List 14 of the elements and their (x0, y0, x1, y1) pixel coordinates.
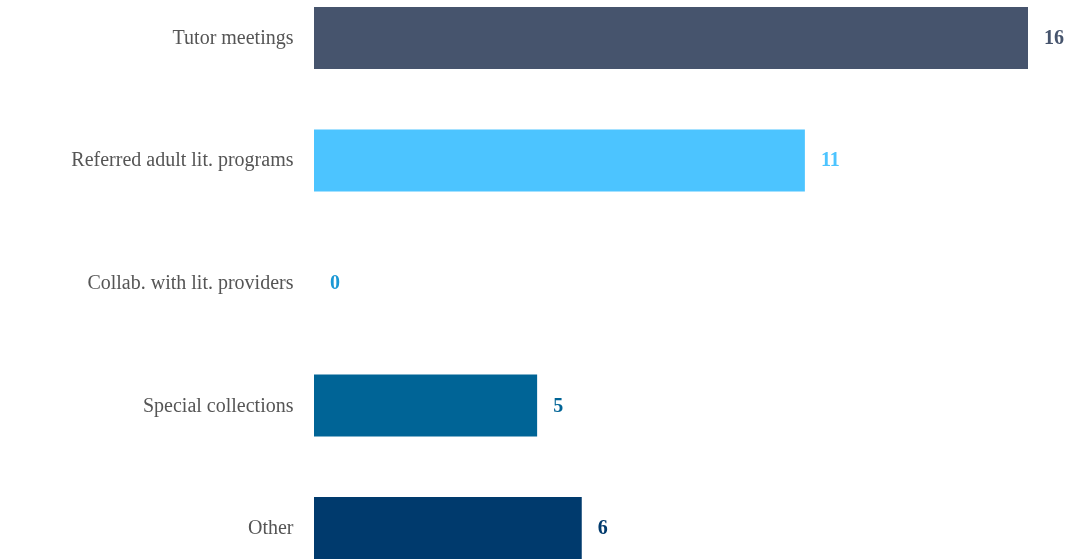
y-tick-label: Collab. with lit. providers (87, 271, 294, 294)
y-tick-label: Referred adult lit. programs (71, 148, 294, 172)
bar (314, 497, 582, 559)
bar (314, 6, 1028, 69)
y-tick-label: Tutor meetings (172, 25, 294, 49)
data-label: 11 (820, 148, 840, 171)
data-label: 5 (553, 393, 564, 416)
bar (314, 129, 805, 192)
data-label: 6 (597, 516, 608, 539)
data-label: 0 (330, 271, 340, 293)
y-tick-label: Other (247, 516, 294, 539)
bar (314, 374, 538, 437)
data-label: 16 (1044, 25, 1064, 48)
y-tick-label: Special collections (142, 393, 294, 417)
